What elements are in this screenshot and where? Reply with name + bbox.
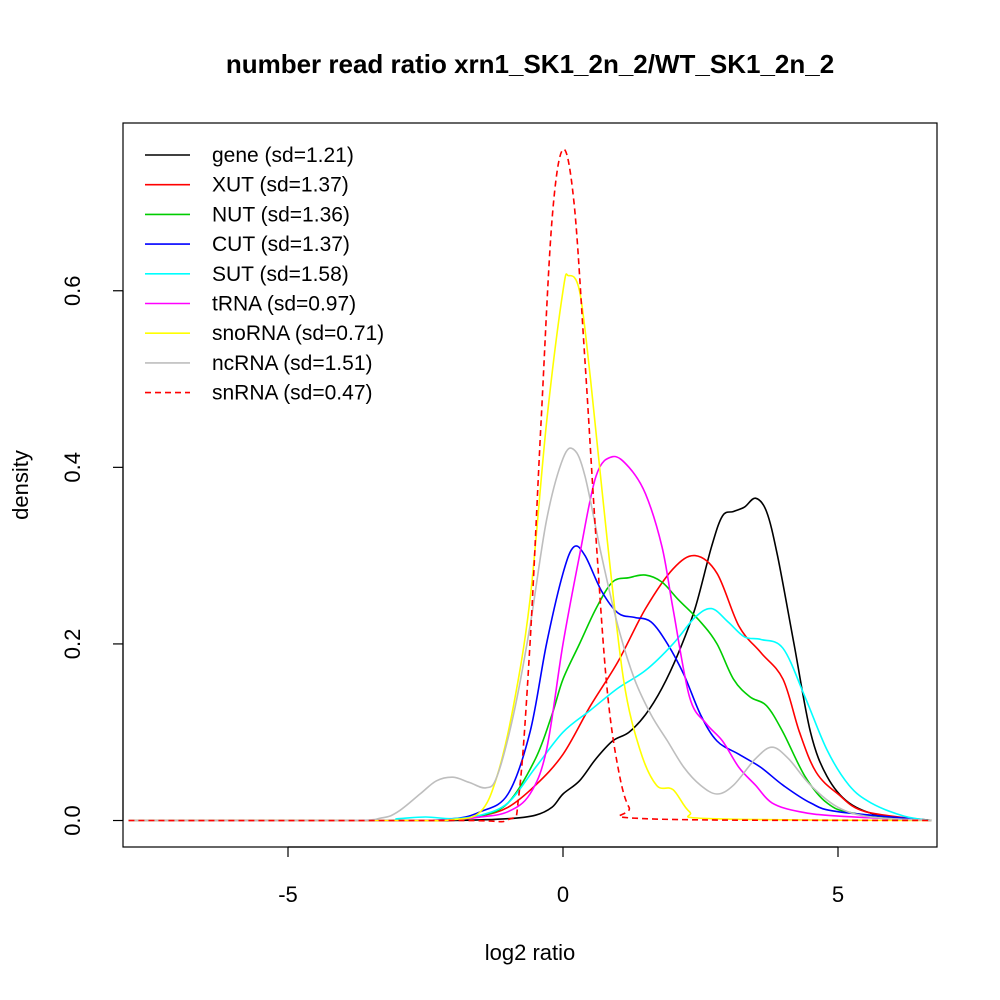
series-line-gene bbox=[128, 497, 932, 822]
x-axis-label: log2 ratio bbox=[485, 940, 576, 965]
legend-label: snRNA (sd=0.47) bbox=[212, 382, 373, 405]
y-tick-label: 0.6 bbox=[60, 275, 85, 306]
legend-label: XUT (sd=1.37) bbox=[212, 174, 349, 197]
chart-title: number read ratio xrn1_SK1_2n_2/WT_SK1_2… bbox=[226, 49, 834, 79]
legend-label: tRNA (sd=0.97) bbox=[212, 293, 356, 316]
legend: gene (sd=1.21) XUT (sd=1.37) NUT (sd=1.36)… bbox=[145, 144, 384, 405]
x-tick-label: 5 bbox=[832, 882, 844, 907]
legend-label: snoRNA (sd=0.71) bbox=[212, 322, 384, 345]
y-tick-label: 0.4 bbox=[60, 452, 85, 483]
legend-label: CUT (sd=1.37) bbox=[212, 233, 350, 256]
legend-label: SUT (sd=1.58) bbox=[212, 263, 349, 286]
series-line-snoRNA bbox=[128, 273, 932, 822]
series-layer bbox=[128, 148, 932, 823]
legend-label: NUT (sd=1.36) bbox=[212, 203, 350, 226]
series-line-snRNA bbox=[128, 148, 932, 823]
y-tick-label: 0.0 bbox=[60, 805, 85, 836]
y-axis-label: density bbox=[8, 450, 33, 520]
series-line-tRNA bbox=[128, 455, 932, 822]
x-tick-label: -5 bbox=[278, 882, 298, 907]
y-tick-label: 0.2 bbox=[60, 629, 85, 660]
x-tick-label: 0 bbox=[557, 882, 569, 907]
legend-label: gene (sd=1.21) bbox=[212, 144, 354, 167]
legend-label: ncRNA (sd=1.51) bbox=[212, 352, 373, 375]
series-line-NUT bbox=[128, 574, 932, 822]
series-line-ncRNA bbox=[128, 447, 932, 822]
series-line-SUT bbox=[128, 607, 932, 822]
y-axis: 0.0 0.2 0.4 0.6 bbox=[60, 275, 124, 836]
x-axis: -5 0 5 bbox=[278, 846, 844, 907]
